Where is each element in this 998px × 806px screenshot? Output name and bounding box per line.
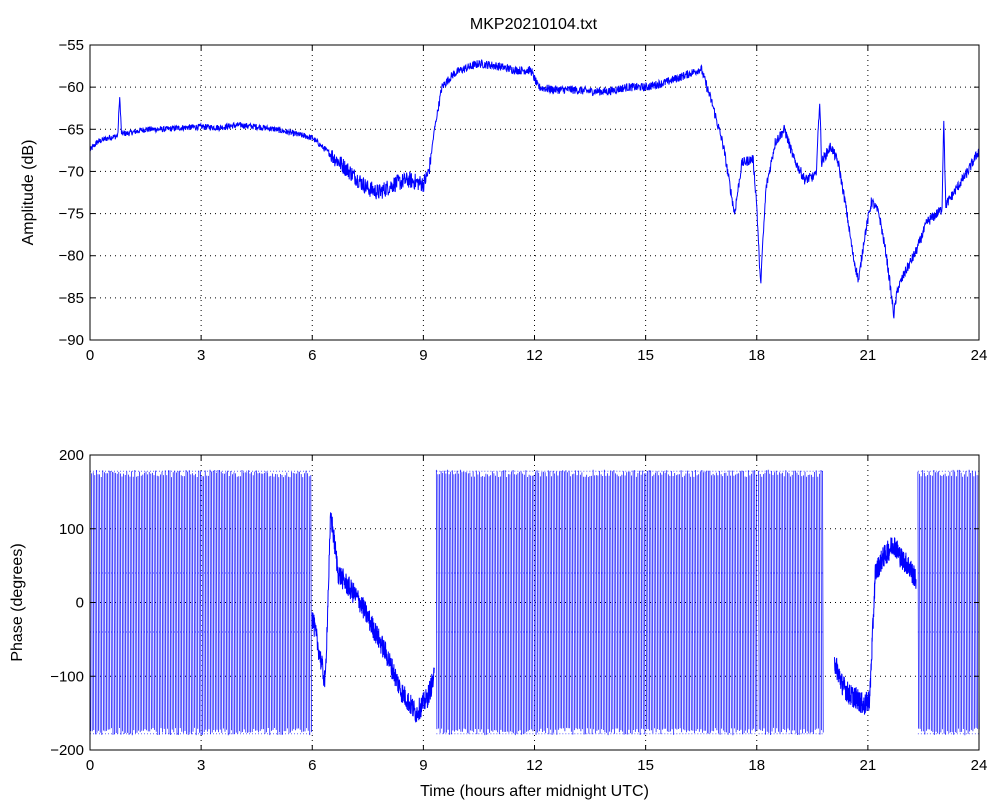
amplitude-panel: 0 3 6 9 12 15 18 21 24 −90 −85 −80 −75 −70 −65 −60 −55 Am… — [20, 37, 987, 364]
phase-wrap-band — [758, 469, 824, 736]
x-tick-label: 6 — [308, 757, 316, 774]
x-tick-label: 24 — [971, 347, 988, 364]
y-tick-label: −65 — [59, 121, 84, 138]
y-tick-label: −60 — [59, 79, 84, 96]
y-tick-label: −75 — [59, 206, 84, 223]
y-tick-label: 200 — [59, 447, 84, 464]
y-axis-label: Phase (degrees) — [9, 543, 26, 661]
x-tick-label: 3 — [197, 347, 205, 364]
phase-series-line — [834, 537, 917, 715]
y-tick-label: 0 — [76, 595, 84, 612]
x-tick-label: 3 — [197, 757, 205, 774]
phase-wrap-band — [917, 469, 980, 736]
x-tick-label: 18 — [748, 347, 765, 364]
y-axis-label: Amplitude (dB) — [20, 140, 37, 246]
x-tick-label: 18 — [748, 757, 765, 774]
x-tick-label: 9 — [419, 757, 427, 774]
phase-panel: 0 3 6 9 12 15 18 21 24 −200 −100 0 100 200 Phase (degr… — [9, 447, 987, 800]
figure-title: MKP20210104.txt — [470, 16, 598, 33]
x-tick-label: 24 — [971, 757, 988, 774]
y-tick-label: −90 — [59, 332, 84, 349]
x-tick-label: 9 — [419, 347, 427, 364]
x-tick-label: 21 — [860, 757, 877, 774]
y-tick-label: −100 — [50, 668, 84, 685]
amplitude-series-line — [89, 59, 980, 319]
x-tick-label: 21 — [860, 347, 877, 364]
y-tick-label: −200 — [50, 742, 84, 759]
x-tick-label: 0 — [86, 757, 94, 774]
phase-wrap-band — [435, 469, 758, 736]
x-tick-label: 12 — [526, 757, 543, 774]
x-tick-label: 6 — [308, 347, 316, 364]
y-tick-label: 100 — [59, 521, 84, 538]
x-tick-label: 0 — [86, 347, 94, 364]
x-axis-label: Time (hours after midnight UTC) — [420, 783, 649, 800]
x-tick-label: 15 — [637, 347, 654, 364]
x-tick-label: 12 — [526, 347, 543, 364]
y-tick-label: −80 — [59, 248, 84, 265]
y-tick-label: −55 — [59, 37, 84, 54]
phase-series-line — [311, 512, 435, 723]
x-tick-label: 15 — [637, 757, 654, 774]
y-tick-label: −70 — [59, 163, 84, 180]
y-tick-label: −85 — [59, 290, 84, 307]
